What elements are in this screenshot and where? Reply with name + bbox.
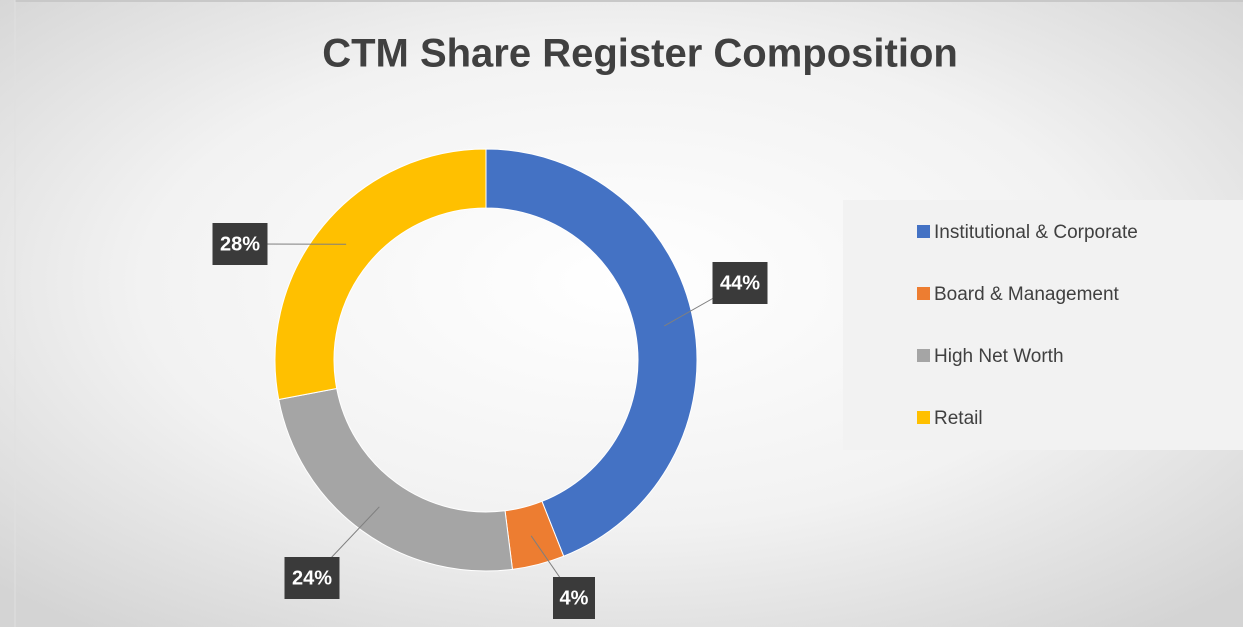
data-label-box — [212, 223, 268, 265]
legend-label: High Net Worth — [934, 346, 1064, 367]
legend-swatch — [917, 287, 930, 300]
chart-title: CTM Share Register Composition — [322, 32, 958, 76]
legend-label: Board & Management — [934, 284, 1120, 305]
data-label: 24% — [292, 567, 332, 589]
legend-label: Retail — [934, 408, 983, 429]
legend-swatch — [917, 411, 930, 424]
data-label-box — [712, 262, 768, 304]
legend-label: Institutional & Corporate — [934, 222, 1138, 243]
legend-swatch — [917, 225, 930, 238]
data-label: 4% — [560, 587, 589, 609]
legend-box — [843, 200, 1243, 450]
data-label: 28% — [220, 233, 260, 255]
data-label-box — [553, 577, 595, 619]
data-label-box — [284, 557, 340, 599]
doughnut-segment — [485, 148, 698, 557]
data-label: 44% — [720, 272, 760, 294]
doughnut-segment — [274, 148, 487, 401]
legend-swatch — [917, 349, 930, 362]
